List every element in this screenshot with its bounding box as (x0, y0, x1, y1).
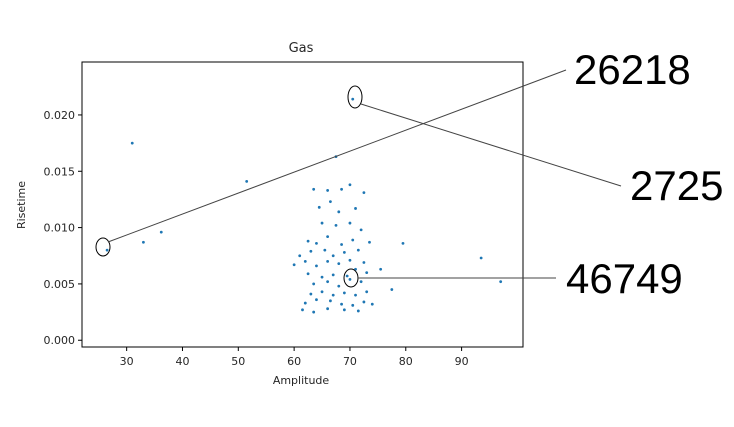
x-tick-label: 50 (231, 355, 245, 368)
scatter-point (337, 210, 341, 214)
scatter-point (306, 272, 310, 276)
scatter-point (331, 293, 335, 297)
y-axis: 0.000 0.005 0.010 0.015 0.020 (44, 109, 82, 347)
callout-label-46749: 46749 (566, 255, 683, 302)
x-tick-label: 40 (175, 355, 189, 368)
scatter-point (354, 293, 357, 297)
callout-label-2725: 2725 (630, 162, 723, 209)
scatter-point (320, 221, 324, 225)
scatter-point (298, 254, 302, 258)
scatter-point (326, 189, 330, 192)
scatter-point (348, 221, 352, 225)
callout-line-2725 (360, 103, 622, 187)
scatter-point (306, 239, 310, 243)
scatter-point (334, 223, 338, 227)
scatter-point (142, 240, 145, 244)
scatter-point (340, 243, 343, 246)
scatter-point (326, 280, 330, 284)
chart-title: Gas (289, 41, 314, 56)
scatter-point (301, 308, 304, 312)
scatter-point (329, 299, 332, 303)
scatter-point (331, 254, 335, 258)
scatter-point (365, 271, 369, 275)
scatter-point (317, 205, 321, 209)
x-tick-label: 80 (399, 355, 413, 368)
scatter-point (351, 97, 355, 101)
scatter-point (326, 235, 330, 239)
scatter-point (303, 259, 307, 263)
x-tick-label: 30 (120, 355, 134, 368)
scatter-point (326, 259, 330, 263)
scatter-point (342, 291, 346, 295)
scatter-point (315, 298, 318, 302)
scatter-point (401, 241, 405, 245)
scatter-point (245, 180, 249, 183)
scatter-point (351, 238, 355, 242)
y-tick-label: 0.020 (44, 109, 76, 122)
scatter-point (348, 278, 352, 281)
scatter-point (292, 263, 296, 267)
scatter-point (303, 301, 307, 305)
scatter-point (356, 248, 360, 252)
scatter-point (337, 262, 341, 266)
scatter-point (370, 302, 374, 306)
scatter-point (312, 282, 316, 286)
scatter-points (105, 97, 503, 314)
scatter-point (326, 307, 330, 311)
callout-circle-2725 (347, 85, 363, 109)
scatter-point (320, 275, 324, 279)
scatter-point (340, 187, 343, 191)
scatter-point (342, 250, 346, 254)
x-axis-label: Amplitude (273, 374, 330, 387)
x-tick-label: 90 (455, 355, 469, 368)
scatter-point (354, 207, 357, 210)
scatter-point (348, 183, 352, 187)
x-axis: 30 40 50 60 70 80 90 (120, 347, 469, 368)
scatter-point (312, 187, 316, 191)
scatter-point (351, 303, 355, 307)
scatter-point (359, 228, 363, 232)
scatter-point (105, 248, 109, 252)
scatter-point (356, 309, 360, 313)
scatter-point (315, 241, 318, 245)
scatter-point (342, 308, 346, 312)
callout-line-26218 (107, 69, 567, 243)
scatter-point (379, 267, 383, 271)
scatter-point (359, 280, 363, 284)
callout-label-26218: 26218 (574, 46, 691, 93)
scatter-point (309, 292, 313, 296)
scatter-point (479, 256, 483, 260)
scatter-point (368, 240, 371, 244)
x-tick-label: 70 (343, 355, 357, 368)
y-tick-label: 0.015 (44, 165, 76, 178)
y-tick-label: 0.010 (44, 222, 76, 235)
x-tick-label: 60 (287, 355, 301, 368)
scatter-point (348, 258, 352, 262)
y-tick-label: 0.000 (44, 334, 76, 347)
y-tick-label: 0.005 (44, 278, 76, 291)
scatter-point (337, 284, 341, 288)
scatter-point (362, 191, 366, 195)
scatter-point (315, 264, 318, 268)
scatter-point (159, 230, 163, 234)
scatter-point (329, 200, 332, 204)
y-axis-label: Risetime (15, 181, 28, 229)
scatter-point (362, 300, 366, 304)
callout-circle-26218 (95, 237, 111, 257)
scatter-point (499, 280, 503, 284)
scatter-point (390, 288, 394, 291)
scatter-point (365, 290, 369, 294)
scatter-point (309, 249, 313, 253)
scatter-point (320, 290, 324, 294)
callouts: 26218 2725 46749 (95, 46, 723, 302)
plot-area (81, 61, 524, 348)
scatter-point (340, 302, 343, 306)
scatter-point (362, 261, 366, 264)
scatter-point (312, 310, 316, 314)
scatter-point (130, 141, 134, 145)
scatter-point (345, 274, 349, 278)
scatter-point (323, 248, 327, 252)
scatter-point (331, 273, 335, 277)
